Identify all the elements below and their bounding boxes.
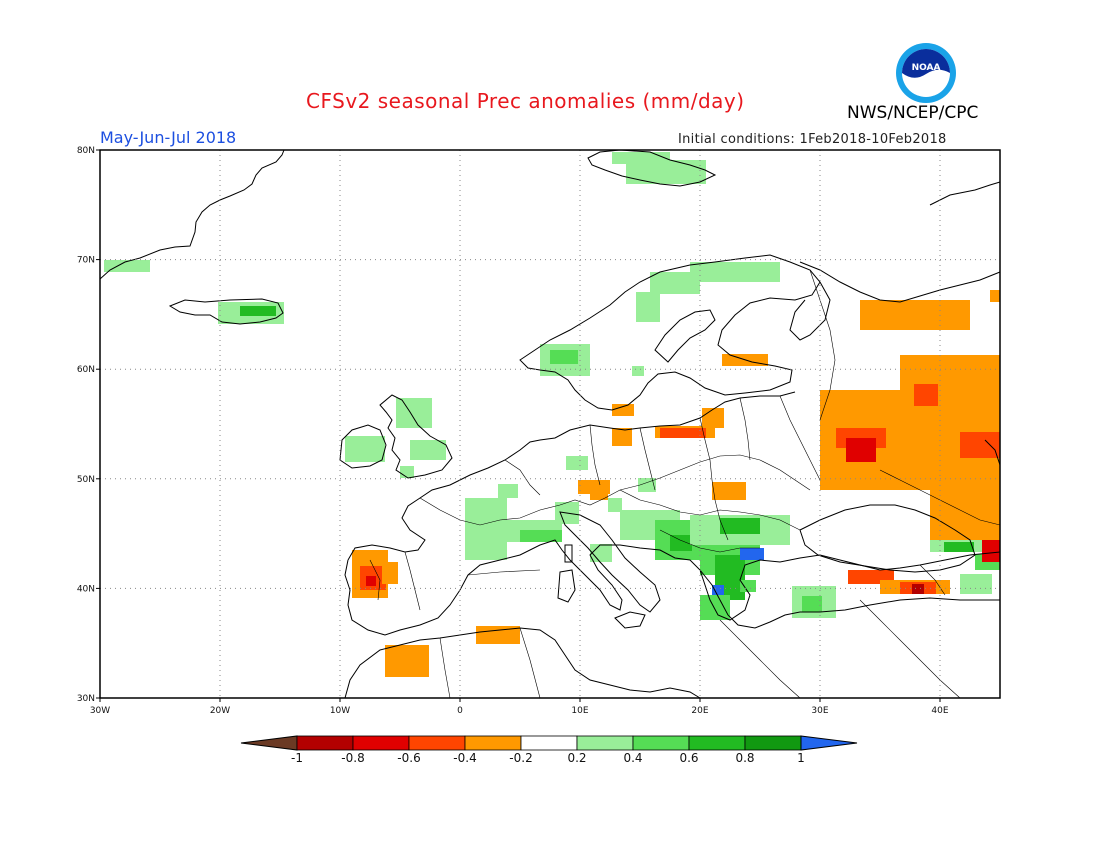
anomaly-cell [944, 542, 974, 552]
colorbar-segment [744, 735, 802, 751]
logo-text: NOAA [912, 63, 941, 73]
anomaly-cell [982, 540, 1000, 562]
anomaly-cell [930, 490, 1000, 540]
anomaly-cell [702, 408, 724, 428]
anomaly-cell [960, 432, 1000, 458]
lon-tick-label: 20W [210, 706, 230, 716]
anomaly-cell [712, 482, 746, 500]
anomaly-cell [396, 398, 432, 428]
anomaly-cell [636, 292, 660, 322]
colorbar-label: -0.6 [397, 751, 421, 765]
colorbar-segment [352, 735, 410, 751]
colorbar-segment [296, 735, 354, 751]
axis-ticks: 30W 20W 10W 0 10E 20E 30E 40E 80N 70N 60N 50N 40N 30N [77, 146, 949, 716]
anomaly-cell [608, 498, 622, 512]
lon-tick-label: 30E [811, 706, 828, 716]
lat-tick-label: 30N [77, 694, 95, 704]
lon-tick-label: 10E [571, 706, 588, 716]
colorbar-segment [688, 735, 746, 751]
anomaly-cell [632, 366, 644, 376]
anomaly-cell [520, 530, 562, 542]
anomaly-cell [712, 585, 724, 595]
lat-tick-label: 60N [77, 365, 95, 375]
colorbar-segment [464, 735, 522, 751]
anomaly-cell [802, 596, 822, 612]
colorbar-arrow-low [240, 735, 298, 751]
anomaly-cell [345, 436, 385, 462]
anomaly-cell [590, 490, 608, 500]
anomaly-cell [912, 584, 924, 594]
country-borders [369, 269, 1001, 699]
colorbar-label: -0.8 [341, 751, 365, 765]
lat-tick-label: 70N [77, 256, 95, 266]
anomaly-cell [476, 626, 520, 644]
anomaly-cell [650, 272, 700, 294]
anomaly-cell [612, 428, 632, 446]
lon-tick-label: 40E [931, 706, 948, 716]
anomaly-cell [638, 478, 656, 492]
anomaly-cell [846, 438, 876, 462]
colorbar-segment [632, 735, 690, 751]
colorbar-segment [576, 735, 634, 751]
anomaly-cell [660, 428, 706, 438]
anomaly-cell [860, 300, 970, 330]
anomaly-cell [410, 440, 446, 460]
anomaly-cell [700, 595, 730, 620]
anomaly-cell [914, 384, 938, 406]
initial-conditions-label: Initial conditions: 1Feb2018-10Feb2018 [678, 132, 947, 147]
anomaly-cell [670, 535, 692, 551]
anomaly-cell [612, 404, 634, 416]
organization-label: NWS/NCEP/CPC [847, 103, 979, 123]
anomaly-cell [590, 544, 612, 562]
anomaly-cell [400, 466, 414, 478]
colorbar-arrow-high [800, 735, 858, 751]
lat-tick-label: 80N [77, 146, 95, 156]
lon-tick-label: 10W [330, 706, 350, 716]
colorbar-segment [520, 735, 578, 751]
anomaly-cell [720, 518, 760, 534]
anomaly-cell [240, 306, 276, 316]
colorbar-label: -0.4 [453, 751, 477, 765]
lat-tick-label: 50N [77, 475, 95, 485]
colorbar-label: -1 [291, 751, 303, 765]
anomaly-cell [385, 645, 429, 677]
map-gridlines [100, 150, 1000, 698]
season-label: May-Jun-Jul 2018 [100, 128, 237, 147]
colorbar-label: 1 [797, 751, 805, 765]
colorbar-segment [408, 735, 466, 751]
anomaly-cells [104, 152, 1000, 677]
noaa-logo: NOAA [896, 43, 956, 103]
colorbar-label: -0.2 [509, 751, 533, 765]
anomaly-cell [626, 160, 706, 184]
anomaly-cell [740, 548, 764, 560]
lon-tick-label: 0 [457, 706, 463, 716]
anomaly-cell [382, 562, 398, 584]
map-frame [99, 149, 1001, 699]
colorbar-label: 0.4 [623, 751, 643, 765]
anomaly-cell [690, 262, 780, 282]
anomaly-cell [960, 574, 992, 594]
coastlines [99, 149, 1001, 699]
anomaly-cell [550, 350, 578, 364]
lon-tick-label: 30W [90, 706, 110, 716]
anomaly-cell [566, 456, 588, 470]
anomaly-cell [104, 260, 150, 272]
colorbar [240, 735, 858, 751]
anomaly-cell [498, 484, 518, 498]
chart-title: CFSv2 seasonal Prec anomalies (mm/day) [306, 89, 745, 113]
colorbar-label: 0.2 [567, 751, 587, 765]
lon-tick-label: 20E [691, 706, 708, 716]
colorbar-label: 0.6 [679, 751, 699, 765]
lat-tick-label: 40N [77, 584, 95, 594]
anomaly-cell [740, 580, 756, 592]
colorbar-label: 0.8 [735, 751, 755, 765]
anomaly-cell [366, 576, 376, 586]
anomaly-cell [990, 290, 1000, 302]
